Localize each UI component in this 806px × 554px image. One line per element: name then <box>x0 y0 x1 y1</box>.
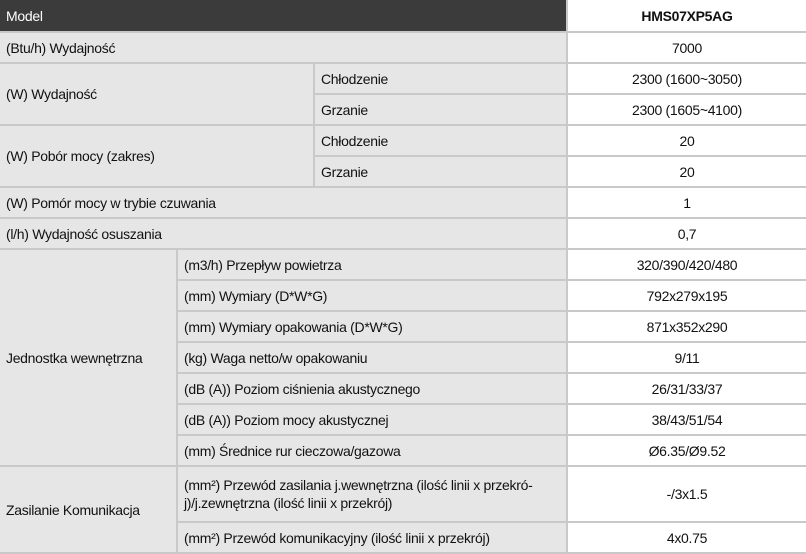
row-label: (mm²) Przewód zasilania j.wewnętrzna (il… <box>178 467 566 521</box>
row-value: 320/390/420/480 <box>568 250 806 279</box>
row-value: 792x279x195 <box>568 281 806 310</box>
row-label: (mm²) Przewód komunikacyjny (ilość linii… <box>178 523 566 552</box>
row-value: 0,7 <box>568 219 806 248</box>
row-value: 20 <box>568 126 806 155</box>
row-value: 2300 (1600~3050) <box>568 64 806 93</box>
label-line: (mm) Średnice rur cieczowa/gazowa <box>184 442 401 459</box>
label-line: Grzanie <box>321 101 368 118</box>
label-line: (m3/h) Przepływ powietrza <box>184 256 342 273</box>
row-value: Ø6.35/Ø9.52 <box>568 436 806 465</box>
row-value: 1 <box>568 188 806 217</box>
group-label: (W) Pobór mocy (zakres) <box>0 126 313 186</box>
group-label: (Btu/h) Wydajność <box>0 33 566 62</box>
group-label: Zasilanie Komunikacja <box>0 467 176 552</box>
row-label: (mm) Wymiary (D*W*G) <box>178 281 566 310</box>
group-label: (W) Wydajność <box>0 64 313 124</box>
label-line: (mm) Wymiary opakowania (D*W*G) <box>184 318 403 335</box>
row-label: Grzanie <box>315 157 566 186</box>
row-value: 4x0.75 <box>568 523 806 552</box>
header-value: HMS07XP5AG <box>568 0 806 31</box>
row-value: 7000 <box>568 33 806 62</box>
row-label: (kg) Waga netto/w opakowaniu <box>178 343 566 372</box>
row-value: 20 <box>568 157 806 186</box>
row-value: 871x352x290 <box>568 312 806 341</box>
row-label: (dB (A)) Poziom mocy akustycznej <box>178 405 566 434</box>
label-line: Chłodzenie <box>321 132 389 149</box>
header-label: Model <box>0 0 566 31</box>
label-line: (dB (A)) Poziom ciśnienia akustycznego <box>184 380 421 397</box>
row-value: 2300 (1605~4100) <box>568 95 806 124</box>
row-value: 38/43/51/54 <box>568 405 806 434</box>
row-label: (dB (A)) Poziom ciśnienia akustycznego <box>178 374 566 403</box>
group-label: Jednostka wewnętrzna <box>0 250 176 465</box>
label-line: (mm) Wymiary (D*W*G) <box>184 287 328 304</box>
label-line: (mm²) Przewód komunikacyjny (ilość linii… <box>184 529 490 546</box>
row-label: Chłodzenie <box>315 126 566 155</box>
group-label: (W) Pomór mocy w trybie czuwania <box>0 188 566 217</box>
row-label: Grzanie <box>315 95 566 124</box>
label-line: Chłodzenie <box>321 70 389 87</box>
row-value: 9/11 <box>568 343 806 372</box>
label-line: (kg) Waga netto/w opakowaniu <box>184 349 368 366</box>
row-label: (mm) Wymiary opakowania (D*W*G) <box>178 312 566 341</box>
group-label: (l/h) Wydajność osuszania <box>0 219 566 248</box>
row-label: (mm) Średnice rur cieczowa/gazowa <box>178 436 566 465</box>
row-label: Chłodzenie <box>315 64 566 93</box>
row-value: 26/31/33/37 <box>568 374 806 403</box>
label-line: (dB (A)) Poziom mocy akustycznej <box>184 411 389 428</box>
label-line: Grzanie <box>321 163 368 180</box>
row-value: -/3x1.5 <box>568 467 806 521</box>
label-line: (mm²) Przewód zasilania j.wewnętrzna (il… <box>184 477 533 493</box>
row-label: (m3/h) Przepływ powietrza <box>178 250 566 279</box>
label-line: j)/j.zewnętrzna (ilość linii x przekrój) <box>184 495 393 511</box>
